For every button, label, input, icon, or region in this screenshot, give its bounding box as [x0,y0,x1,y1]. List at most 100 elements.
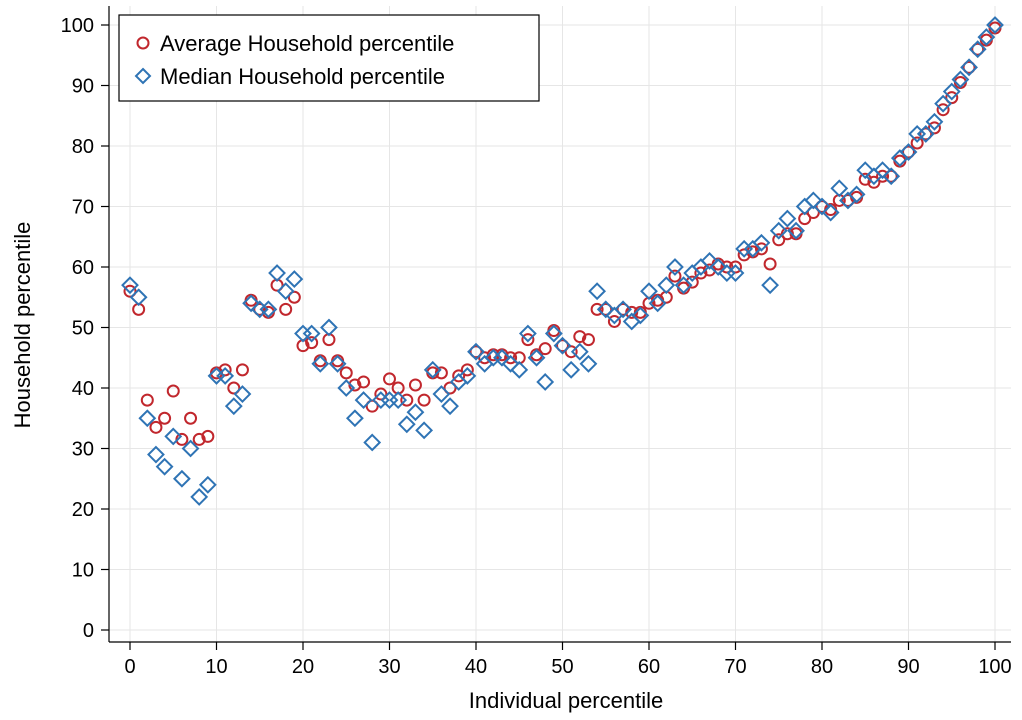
x-axis-ticks: 0 10 20 30 40 50 60 70 80 90 100 [124,642,1012,678]
median-point [389,391,408,410]
median-point [916,124,935,143]
median-point [129,288,148,307]
legend-label-median: Median Household percentile [160,64,445,89]
median-point [354,391,373,410]
average-point [408,378,422,392]
average-point [140,393,154,407]
average-point [910,136,924,150]
median-point [804,191,823,210]
median-point [882,167,901,186]
median-point [631,306,650,325]
median-point [579,354,598,373]
x-tick-label: 10 [205,656,227,678]
series-median-household [121,16,1004,506]
average-point [815,200,829,213]
median-point [821,203,840,222]
median-point [164,427,183,446]
median-point [147,445,165,464]
average-point [218,363,232,377]
x-axis-title: Individual percentile [469,688,663,713]
average-point [772,233,786,247]
median-point [285,270,304,289]
median-point [510,360,529,379]
median-point [588,282,607,301]
median-point [769,221,788,240]
median-point [458,366,477,385]
median-point [648,294,667,313]
average-point [720,260,734,274]
median-point [856,161,875,180]
median-point [640,282,658,301]
y-tick-label: 60 [72,257,94,279]
median-point [121,276,139,295]
median-point [544,324,563,343]
median-point [190,487,209,506]
median-point [536,373,555,391]
median-point [674,276,693,295]
average-point [971,42,985,56]
median-point [259,300,278,319]
y-tick-label: 50 [72,318,94,340]
legend-label-average: Average Household percentile [160,31,454,56]
median-point [899,143,918,161]
median-point [138,409,157,428]
average-point [235,363,249,377]
legend-circle-marker [136,36,150,50]
median-point [493,348,511,367]
average-point [383,372,396,386]
legend-box [118,14,540,102]
median-point [778,209,797,228]
x-tick-label: 90 [897,656,919,678]
median-point [847,185,866,204]
y-tick-label: 10 [72,560,94,582]
median-point [787,221,805,240]
average-point [521,333,535,347]
average-point [590,302,604,316]
average-point [443,381,457,395]
average-point [668,269,682,283]
y-tick-label: 80 [72,136,94,158]
y-axis-ticks: 0 10 20 30 40 50 60 70 80 90 100 [61,15,109,642]
average-point [919,127,933,141]
legend-diamond-marker [134,67,152,85]
average-point [417,393,431,407]
median-point [415,421,434,440]
average-point [763,257,777,271]
average-point [616,302,630,316]
data-points [121,16,1004,506]
average-point [184,411,198,425]
x-tick-label: 100 [978,656,1011,678]
average-point [607,314,621,328]
y-tick-label: 0 [83,620,94,642]
median-point [233,385,252,403]
median-point [276,282,295,301]
legend: Average Household percentile Median Hous… [118,14,540,102]
average-point [374,387,388,401]
average-point [357,375,371,389]
average-point [538,342,552,356]
average-point [452,369,466,383]
median-point [501,354,520,373]
median-point [441,397,459,416]
average-point [279,302,293,316]
average-point [123,284,137,298]
average-point [305,336,319,350]
x-tick-label: 70 [724,656,746,678]
average-point [166,384,180,398]
median-point [986,16,1004,34]
average-point [694,266,708,280]
y-tick-label: 20 [72,499,94,521]
average-point [158,411,172,425]
median-point [527,348,546,367]
median-point [423,360,442,379]
x-tick-label: 80 [811,656,833,678]
average-point [927,121,941,135]
median-point [432,385,451,403]
median-point [830,179,849,198]
median-point [813,197,831,216]
median-point [873,161,892,180]
median-point [666,258,684,276]
average-point [365,399,379,413]
median-point [181,439,200,458]
